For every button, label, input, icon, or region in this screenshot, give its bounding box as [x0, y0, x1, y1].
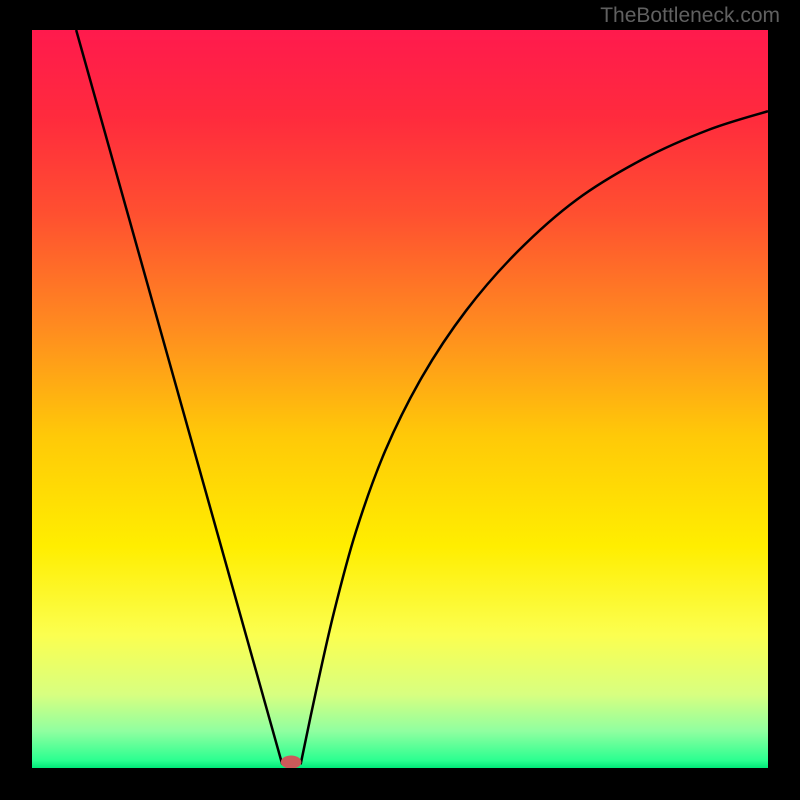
gradient-background: [32, 30, 768, 768]
chart-frame: TheBottleneck.com: [0, 0, 800, 800]
watermark-text: TheBottleneck.com: [600, 4, 780, 28]
plot-area: [32, 30, 768, 768]
chart-svg: [32, 30, 768, 768]
